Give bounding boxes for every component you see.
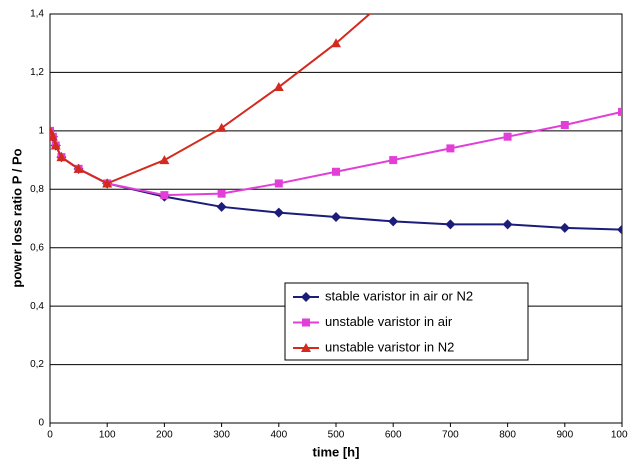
marker [502,219,513,230]
legend-label: unstable varistor in N2 [325,339,454,354]
y-axis-label: power loss ratio P / Po [9,148,24,287]
marker [617,224,622,235]
marker [446,144,455,153]
plot-area [50,14,622,235]
marker [73,163,84,173]
marker [331,212,341,223]
x-tick-label: 400 [270,430,287,441]
marker [274,179,283,188]
marker [560,121,569,130]
marker [301,343,311,352]
marker [217,189,226,198]
y-tick-label: 0,6 [30,242,44,253]
marker [445,219,456,230]
marker [50,131,58,141]
x-tick-label: 300 [213,430,230,441]
legend: stable varistor in air or N2 unstable var… [284,282,529,361]
marker [388,216,399,227]
marker [389,156,398,165]
legend-box [284,282,529,361]
marker [56,152,67,162]
series-line [50,14,372,185]
marker [216,122,227,132]
x-tick-label: 0 [47,430,53,441]
marker [273,82,284,92]
x-tick-label: 700 [442,430,459,441]
x-tick-label: 100 [99,430,116,441]
x-tick-label: 1000 [611,430,628,441]
marker [332,167,340,176]
marker [273,207,284,218]
marker [301,292,311,302]
y-tick-label: 1,2 [30,67,44,78]
marker [503,132,512,141]
marker [160,191,169,200]
plot-border [49,13,623,424]
x-tick-label: 600 [385,430,402,441]
marker [302,318,310,327]
marker [559,222,570,233]
y-tick-label: 0,8 [30,184,44,195]
marker [102,178,113,188]
y-tick-label: 0,2 [30,359,44,370]
y-tick-label: 1,4 [30,9,44,20]
marker [50,140,61,150]
y-tick-label: 0 [38,418,44,429]
series-line [50,110,622,197]
y-tick-label: 0,4 [30,301,44,312]
y-tick-label: 1 [38,125,44,136]
marker [50,125,55,135]
x-tick-label: 200 [156,430,173,441]
x-tick-label: 900 [556,430,573,441]
marker [159,155,170,165]
marker [331,38,341,48]
marker [216,201,227,212]
legend-label: unstable varistor in air [325,314,453,329]
legend-label: stable varistor in air or N2 [325,288,473,303]
x-tick-label: 800 [499,430,516,441]
x-tick-label: 500 [328,430,345,441]
x-axis-label: time [h] [313,444,360,459]
marker [618,107,622,116]
